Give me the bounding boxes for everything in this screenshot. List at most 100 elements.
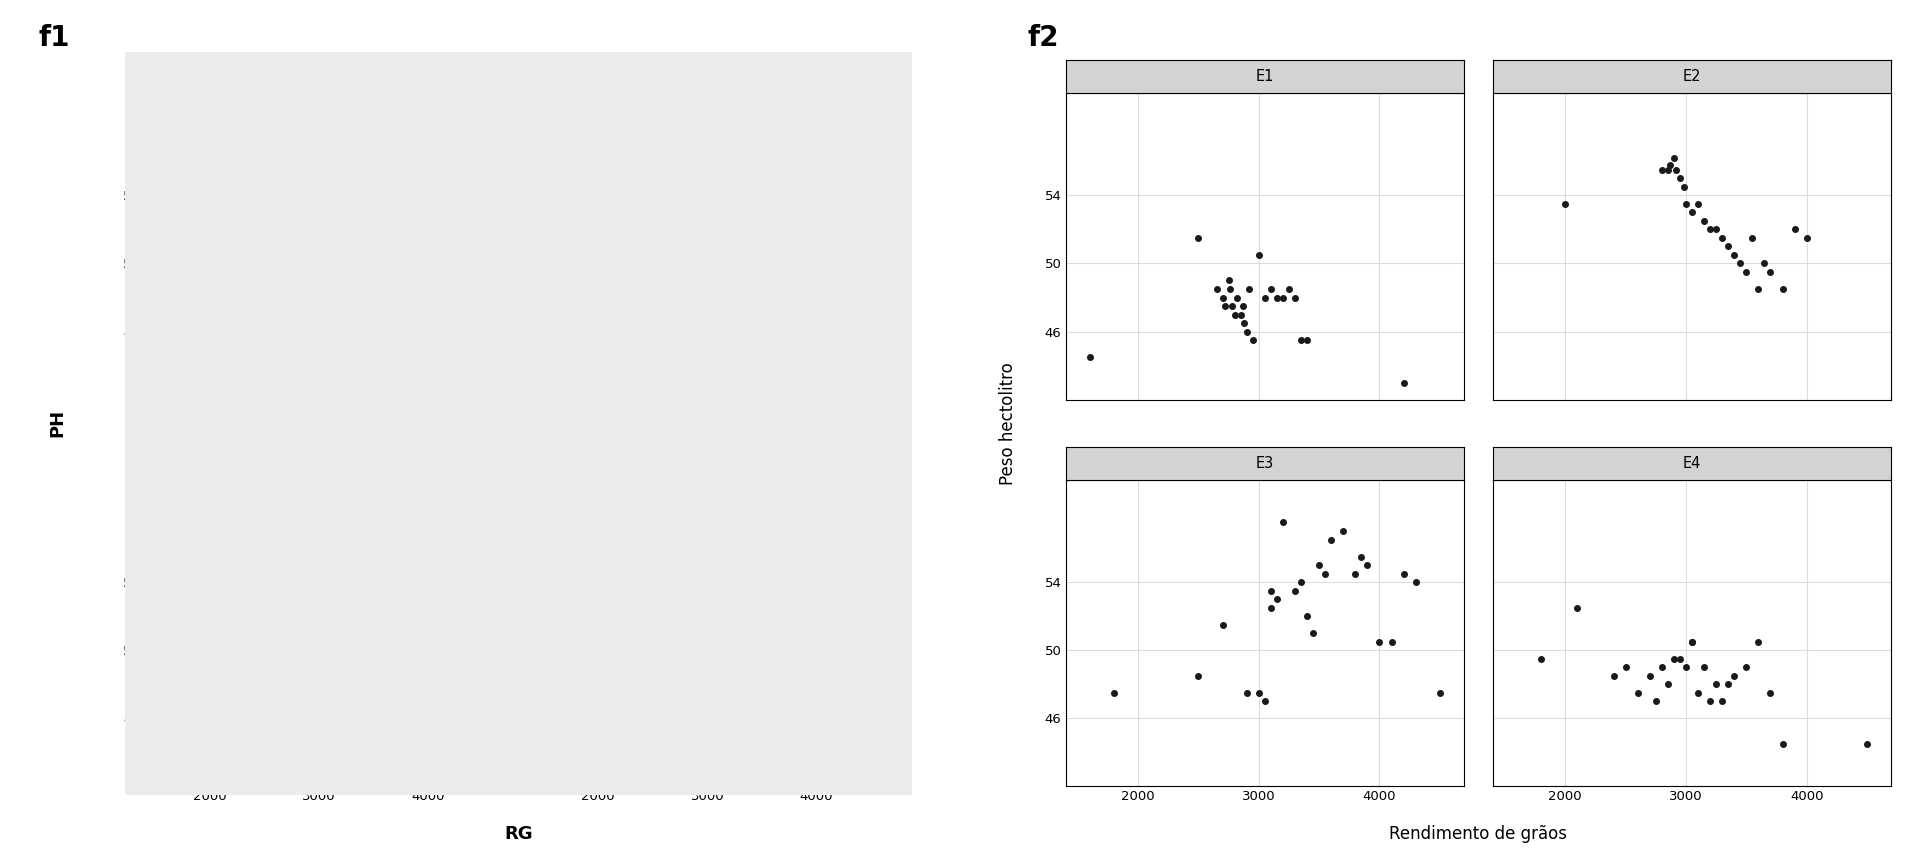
Point: [1304, 558, 1334, 572]
Point: [1292, 334, 1323, 347]
Point: [413, 635, 444, 649]
Point: [276, 274, 307, 288]
Point: [1690, 660, 1720, 674]
Point: [1346, 550, 1377, 563]
Point: [1701, 677, 1732, 691]
Point: [682, 151, 712, 165]
Point: [1098, 686, 1129, 700]
Point: [1743, 282, 1774, 295]
Point: [724, 231, 755, 245]
Point: [445, 575, 476, 589]
Point: [1653, 677, 1684, 691]
Point: [1661, 163, 1692, 177]
Point: [271, 618, 301, 632]
Point: [1388, 567, 1419, 581]
Point: [1273, 282, 1304, 295]
Point: [319, 592, 349, 606]
Text: E1: E1: [315, 69, 334, 85]
Point: [747, 265, 778, 279]
Point: [1659, 651, 1690, 665]
Point: [670, 660, 701, 674]
Point: [309, 290, 340, 304]
Point: [678, 158, 708, 172]
Point: [1690, 214, 1720, 228]
Point: [1261, 592, 1292, 606]
Point: [265, 282, 296, 295]
Point: [315, 584, 346, 598]
Point: [273, 299, 303, 313]
Point: [1279, 584, 1309, 598]
Point: [762, 257, 793, 270]
Point: [593, 600, 624, 614]
Point: [1563, 600, 1594, 614]
Point: [250, 669, 280, 683]
Point: [1780, 223, 1811, 237]
Point: [708, 660, 739, 674]
Point: [1713, 239, 1743, 253]
Point: [330, 282, 361, 295]
Point: [1526, 651, 1557, 665]
Point: [1309, 567, 1340, 581]
Point: [1766, 282, 1797, 295]
Point: [286, 308, 317, 321]
Text: E2: E2: [1682, 69, 1701, 85]
Point: [780, 737, 810, 751]
Point: [1791, 231, 1822, 245]
Point: [1597, 669, 1628, 683]
Point: [1183, 669, 1213, 683]
Point: [434, 567, 465, 581]
Point: [1611, 660, 1642, 674]
Point: [390, 567, 420, 581]
Point: [1682, 686, 1713, 700]
Point: [714, 223, 745, 237]
Text: PH: PH: [48, 410, 67, 437]
Point: [276, 282, 307, 295]
Point: [1622, 686, 1653, 700]
Point: [724, 695, 755, 708]
Point: [1256, 600, 1286, 614]
Point: [1732, 265, 1763, 279]
Point: [173, 686, 204, 700]
Text: E4: E4: [703, 456, 722, 471]
Point: [1676, 635, 1707, 649]
Point: [659, 669, 689, 683]
Point: [1256, 584, 1286, 598]
Point: [1363, 635, 1394, 649]
Point: [676, 163, 707, 177]
Point: [1682, 197, 1713, 211]
Text: Rendimento de grãos: Rendimento de grãos: [1390, 825, 1567, 842]
Point: [689, 180, 720, 194]
Point: [684, 163, 714, 177]
Point: [1227, 299, 1258, 313]
Point: [756, 282, 787, 295]
Point: [1665, 651, 1695, 665]
Point: [336, 290, 367, 304]
Text: Peso hectolitro: Peso hectolitro: [998, 362, 1018, 485]
Point: [1718, 248, 1749, 262]
Point: [1707, 231, 1738, 245]
Point: [1707, 695, 1738, 708]
Point: [1229, 316, 1260, 330]
Point: [1732, 660, 1763, 674]
Point: [380, 524, 411, 538]
Text: E3: E3: [1256, 456, 1275, 471]
Point: [1231, 325, 1261, 339]
Point: [1670, 660, 1701, 674]
Point: [1250, 290, 1281, 304]
Point: [753, 231, 783, 245]
Point: [1208, 290, 1238, 304]
Point: [315, 600, 346, 614]
Point: [324, 516, 355, 530]
Text: f1: f1: [38, 24, 69, 52]
Point: [1256, 282, 1286, 295]
Point: [1236, 334, 1267, 347]
Text: E2: E2: [703, 69, 722, 85]
Point: [284, 290, 315, 304]
Point: [324, 290, 355, 304]
Point: [703, 686, 733, 700]
Point: [1640, 695, 1670, 708]
Point: [1425, 686, 1455, 700]
Text: f2: f2: [1027, 24, 1058, 52]
Point: [708, 214, 739, 228]
Text: E4: E4: [1682, 456, 1701, 471]
